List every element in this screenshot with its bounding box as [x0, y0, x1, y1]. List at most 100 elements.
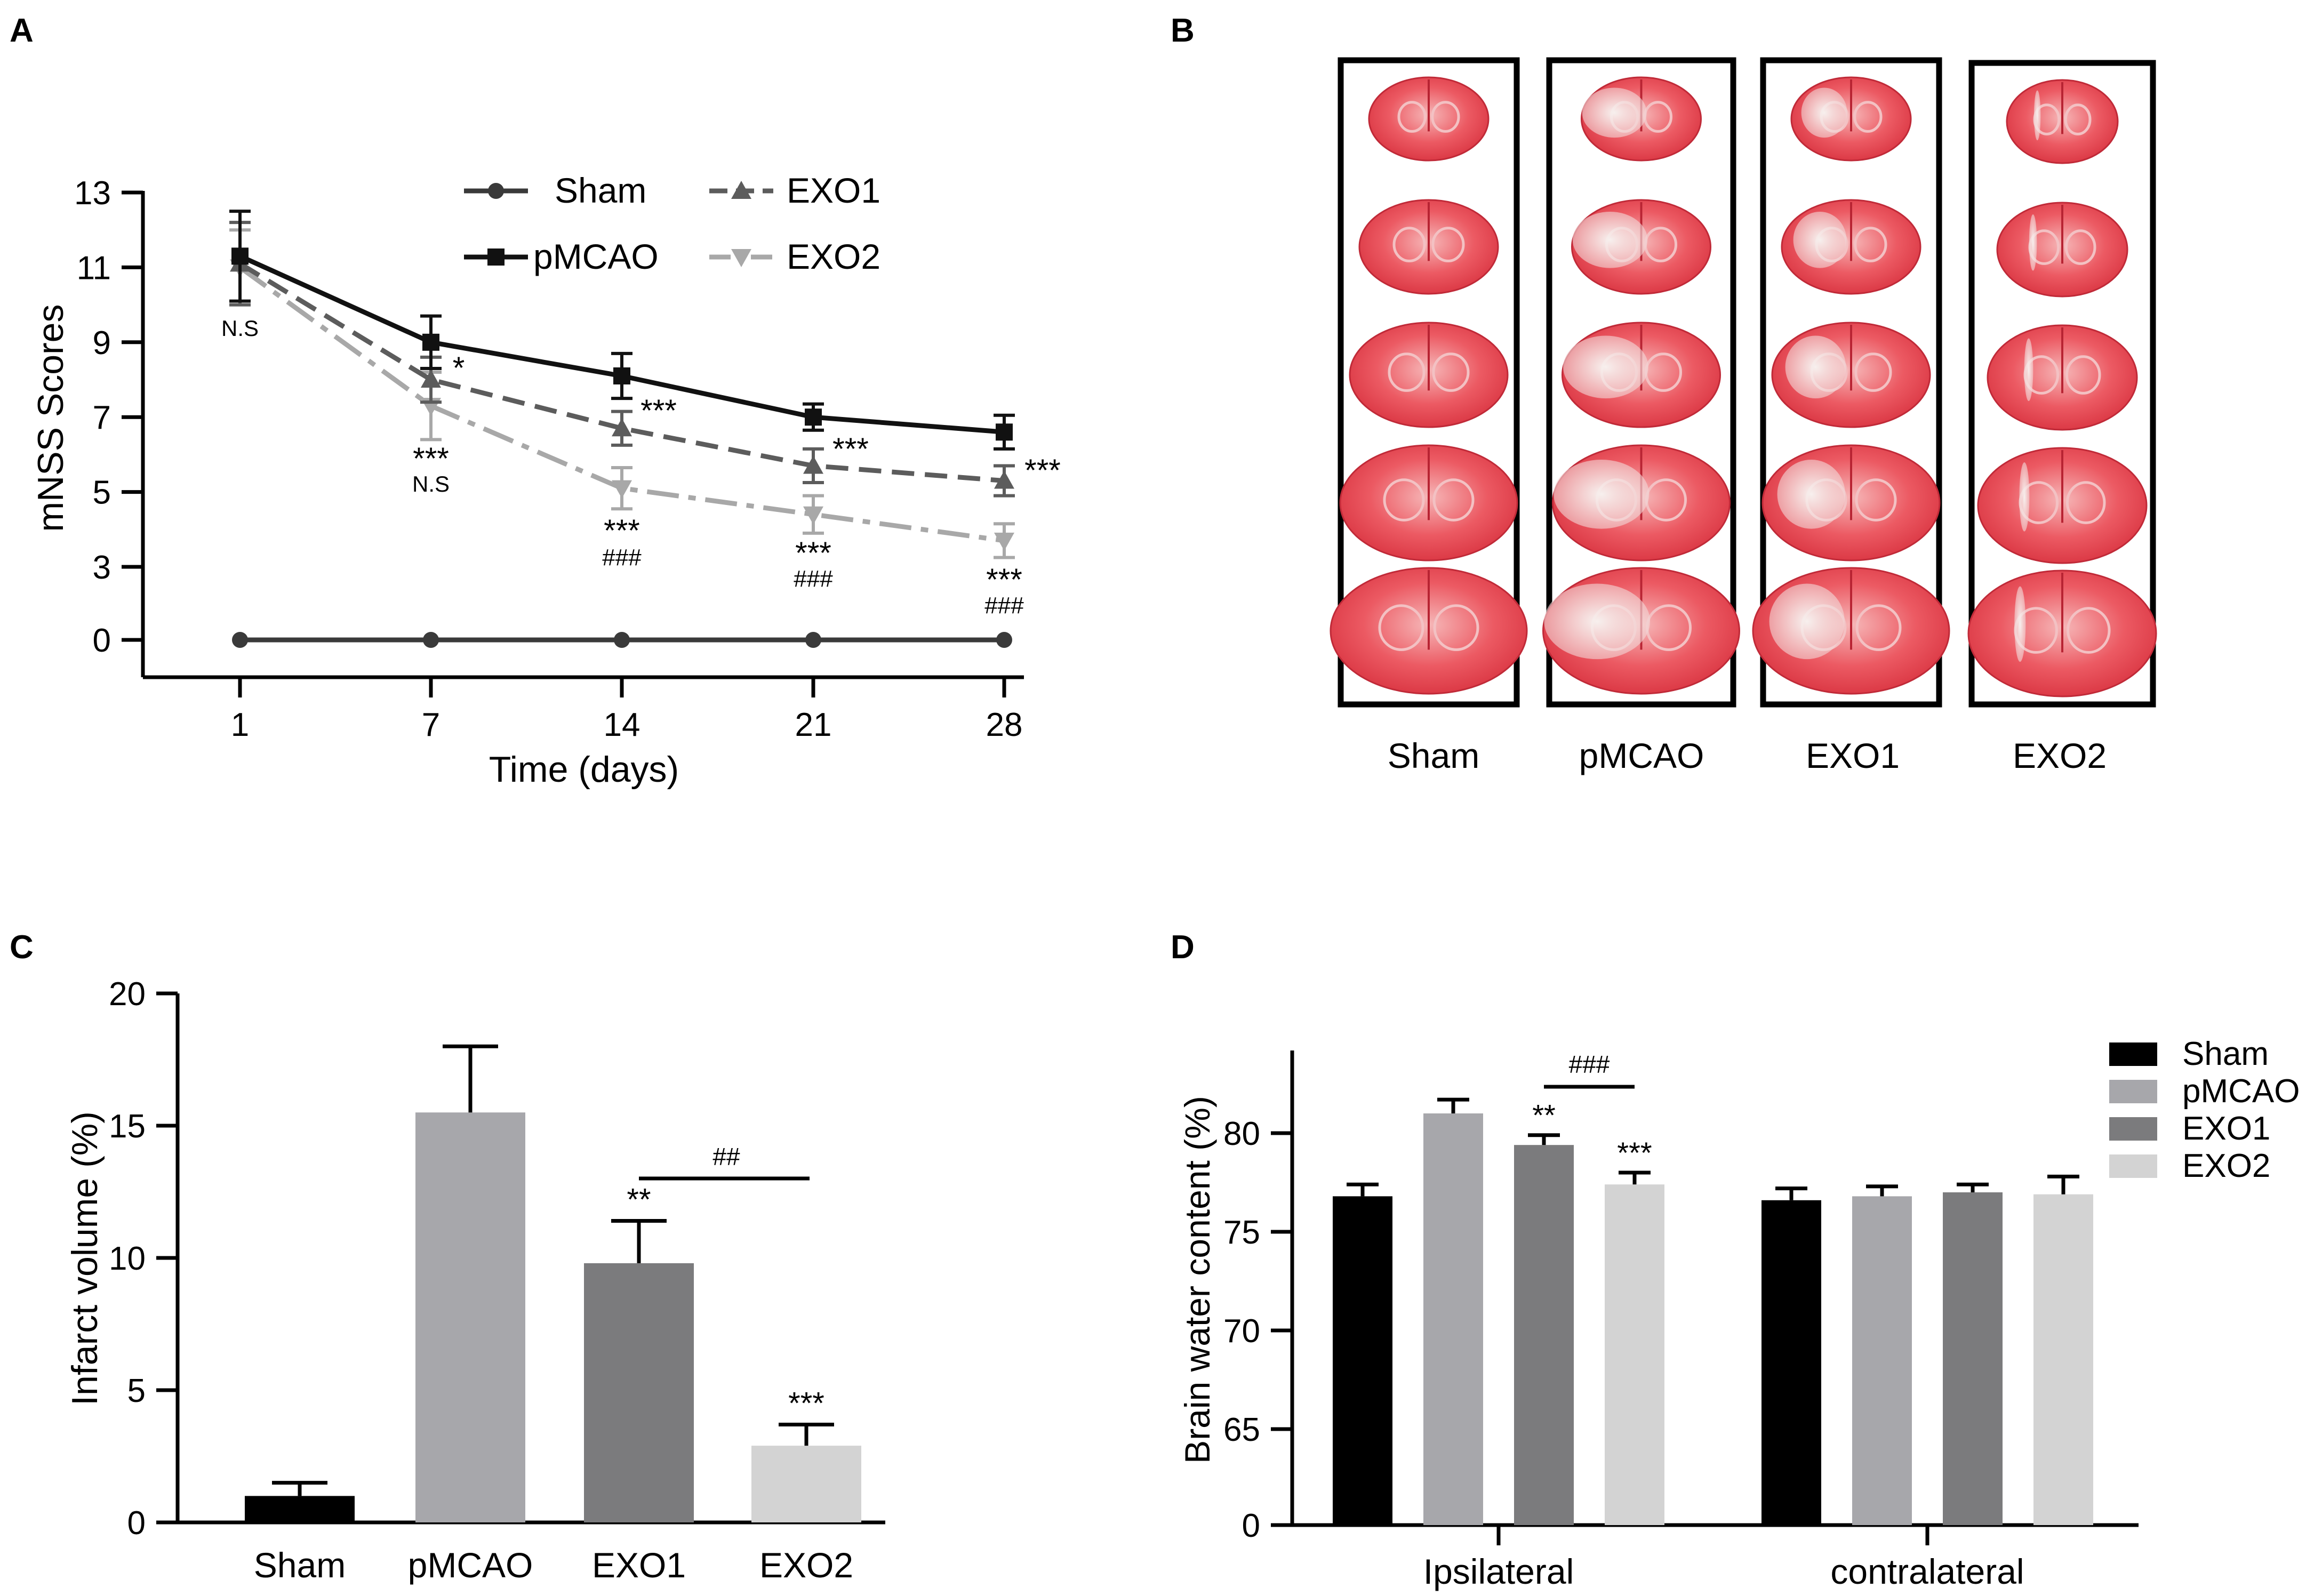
- d-legend-swatch-exo1: [2109, 1117, 2157, 1141]
- b-slice-exo2: [1977, 447, 2148, 564]
- b-slice-infarct: [1793, 212, 1847, 268]
- b-slice-structure: [1431, 101, 1460, 133]
- a-x-tick-label: 1: [231, 707, 249, 743]
- a-y-tick-label: 0: [93, 622, 111, 659]
- a-legend-marker-exo2: [731, 249, 751, 267]
- d-legend-label-sham: Sham: [2182, 1036, 2269, 1072]
- b-slice-exo2: [1996, 202, 2128, 298]
- a-point-exo1: [421, 370, 441, 388]
- a-annotation-hash: ###: [602, 544, 642, 571]
- c-y-tick-label: 5: [127, 1373, 146, 1409]
- b-slice-infarct: [2024, 338, 2033, 402]
- c-y-tick-label: 0: [127, 1505, 146, 1542]
- a-legend-label-exo2: EXO2: [787, 237, 880, 276]
- d-y-tick-label: 75: [1223, 1214, 1260, 1251]
- a-y-tick-label: 7: [93, 399, 111, 436]
- c-bar-exo2: [751, 1446, 861, 1522]
- a-annotation-sig: ***: [795, 536, 831, 571]
- c-x-tick-label-exo1: EXO1: [592, 1545, 686, 1585]
- a-point-sham: [805, 632, 821, 648]
- a-annotation-sig: ***: [1024, 453, 1061, 488]
- a-annotation-sig: *: [453, 351, 465, 386]
- a-point-pmcao: [613, 367, 630, 384]
- d-annotation-exo1: **: [1532, 1098, 1556, 1132]
- a-point-sham: [614, 632, 630, 648]
- d-bar-sham: [1761, 1200, 1821, 1525]
- b-slice-infarct: [1544, 583, 1651, 660]
- c-bar-sham: [245, 1496, 355, 1522]
- c-y-tick-label: 10: [109, 1240, 146, 1277]
- a-legend-label-exo1: EXO1: [787, 171, 880, 210]
- c-bar-pmcao: [415, 1112, 525, 1522]
- d-bar-pmcao: [1423, 1113, 1483, 1525]
- a-annotation-ns: N.S: [412, 471, 450, 496]
- b-slice-structure: [1383, 478, 1425, 522]
- a-legend-marker-exo1: [731, 181, 751, 199]
- d-legend-swatch-sham: [2109, 1042, 2157, 1066]
- b-slice-structure: [1432, 352, 1470, 392]
- b-slice-exo1: [1761, 444, 1941, 562]
- d-x-tick-label-ipsilateral: Ipsilateral: [1423, 1552, 1574, 1591]
- b-slice-exo1: [1781, 199, 1921, 295]
- panel-label-c: C: [10, 929, 34, 966]
- a-line-exo1: [238, 261, 1005, 484]
- b-slice-structure: [1855, 478, 1897, 522]
- a-x-tick-label: 14: [604, 707, 640, 743]
- a-y-tick-label: 13: [74, 175, 111, 212]
- c-y-tick-label: 20: [109, 976, 146, 1013]
- a-point-exo2: [612, 480, 632, 499]
- panel-label-d: D: [1171, 929, 1195, 966]
- d-bar-exo2: [2033, 1194, 2093, 1525]
- b-slice-structure: [2067, 607, 2111, 654]
- panel-label-b: B: [1171, 12, 1195, 49]
- b-slice-infarct: [1582, 87, 1647, 138]
- a-x-tick-label: 21: [795, 707, 832, 743]
- a-point-pmcao: [231, 247, 249, 265]
- b-slice-infarct: [2033, 90, 2041, 141]
- a-legend-label-pmcao: pMCAO: [533, 237, 659, 276]
- a-y-tick-label: 11: [77, 250, 111, 286]
- d-bar-pmcao: [1852, 1196, 1912, 1525]
- b-slice-structure: [1431, 227, 1465, 262]
- c-annotation-exo1: **: [627, 1183, 651, 1217]
- c-x-tick-label-sham: Sham: [254, 1545, 346, 1585]
- b-slice-infarct: [1554, 460, 1650, 529]
- a-point-exo1: [803, 455, 823, 474]
- b-group-label-exo2: EXO2: [2013, 736, 2107, 775]
- b-slice-structure: [1855, 604, 1902, 651]
- panel-label-a: A: [10, 12, 34, 49]
- d-x-tick-label-contralateral: contralateral: [1830, 1552, 2024, 1591]
- d-bar-sham: [1333, 1196, 1392, 1525]
- panel-c: 0 5 10 15 20 Infarct volume (%) Sham pMCAO EXO1 E…: [65, 976, 885, 1585]
- d-legend-swatch-exo2: [2109, 1154, 2157, 1178]
- d-y-tick-label: 0: [1242, 1507, 1260, 1544]
- b-group-label-pmcao: pMCAO: [1579, 736, 1704, 775]
- d-legend-swatch-pmcao: [2109, 1080, 2157, 1103]
- b-slice-structure: [1432, 478, 1475, 522]
- b-slice-infarct: [1801, 87, 1847, 138]
- b-slice-structure: [2065, 355, 2101, 395]
- a-x-axis-title: Time (days): [489, 749, 679, 790]
- d-y-tick-label: 70: [1223, 1313, 1260, 1350]
- a-point-pmcao: [805, 408, 822, 426]
- b-slice-exo2: [2006, 79, 2119, 164]
- a-annotation-sig: ***: [832, 432, 869, 467]
- b-slice-infarct: [2029, 214, 2037, 271]
- b-slice-infarct: [1563, 335, 1648, 399]
- c-y-tick-label: 15: [109, 1108, 146, 1145]
- a-legend-label-sham: Sham: [555, 171, 646, 210]
- d-y-tick-label: 65: [1223, 1411, 1260, 1448]
- d-y-axis-title: Brain water content (%): [1178, 1096, 1217, 1464]
- b-slice-sham: [1339, 444, 1518, 562]
- b-slice-structure: [1854, 227, 1887, 262]
- a-y-tick-label: 3: [93, 549, 111, 586]
- c-y-axis-title: Infarct volume (%): [65, 1111, 105, 1406]
- b-slice-sham: [1358, 199, 1499, 295]
- a-line-pmcao: [239, 254, 1005, 435]
- a-point-pmcao: [422, 333, 439, 351]
- b-slice-infarct: [1769, 583, 1845, 660]
- b-slice-structure: [1392, 227, 1426, 262]
- b-slice-infarct: [1785, 335, 1846, 399]
